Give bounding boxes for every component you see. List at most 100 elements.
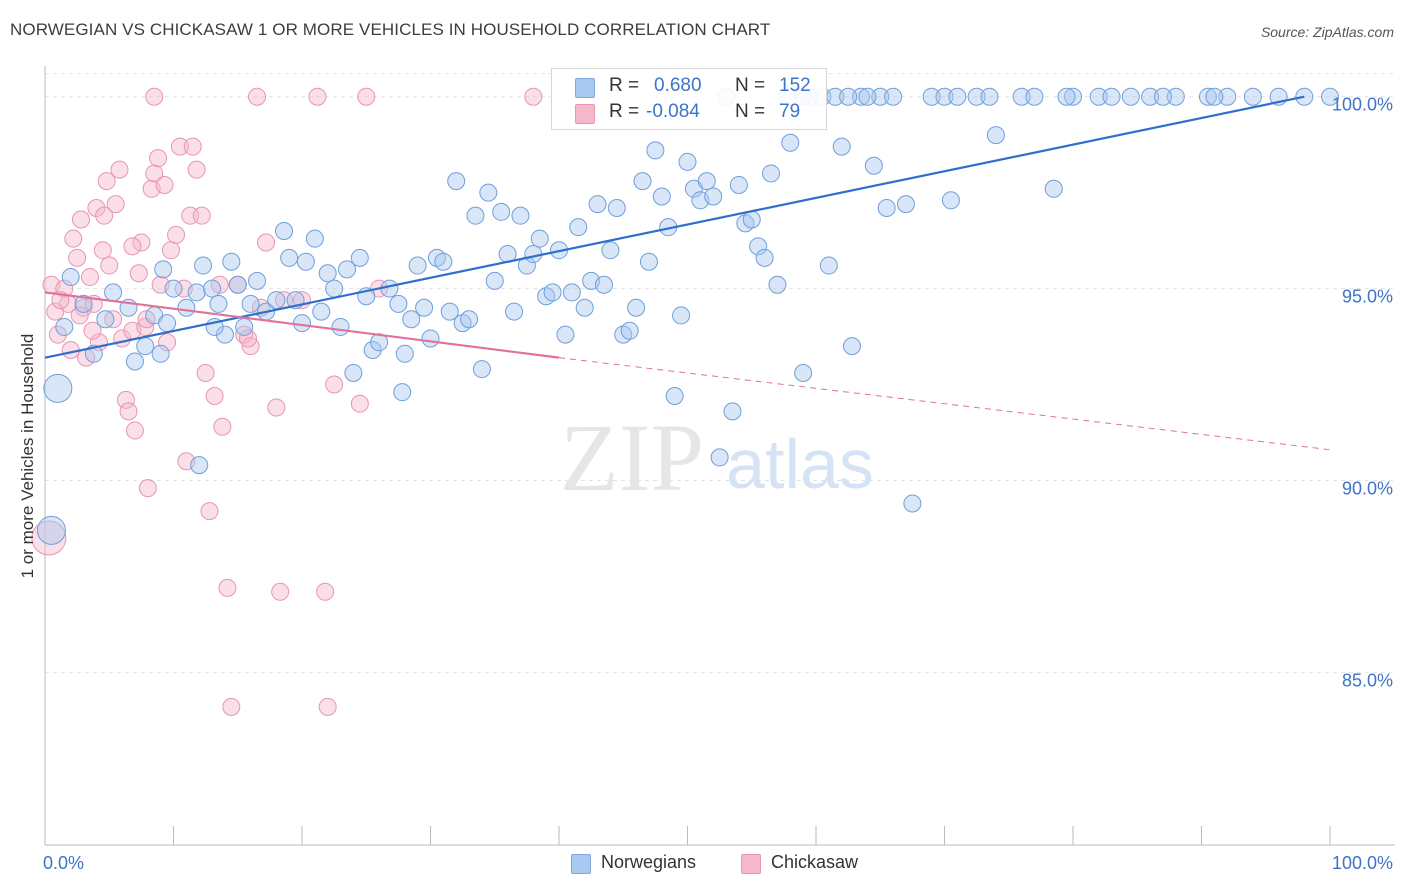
point-norwegians <box>312 302 331 321</box>
point-norwegians <box>267 291 286 310</box>
point-norwegians <box>222 252 241 271</box>
point-chickasaw <box>132 233 151 252</box>
point-norwegians <box>871 87 890 106</box>
point-norwegians <box>594 275 613 294</box>
point-norwegians <box>74 294 93 313</box>
point-norwegians <box>762 164 781 183</box>
point-chickasaw <box>325 375 344 394</box>
point-norwegians <box>903 494 922 513</box>
point-norwegians <box>472 360 491 379</box>
point-norwegians <box>505 302 524 321</box>
point-norwegians <box>511 206 530 225</box>
point-chickasaw <box>200 502 219 521</box>
point-norwegians <box>884 87 903 106</box>
point-norwegians <box>84 344 103 363</box>
point-norwegians <box>402 310 421 329</box>
trend-line-chickasaw <box>44 291 560 359</box>
point-chickasaw <box>350 394 369 413</box>
point-norwegians <box>1089 87 1108 106</box>
point-norwegians <box>1121 87 1140 106</box>
legend: Norwegians Chickasaw <box>0 852 1406 878</box>
r-label: R = <box>609 75 640 96</box>
point-norwegians <box>466 206 485 225</box>
point-norwegians <box>158 314 177 333</box>
point-chickasaw <box>316 582 335 601</box>
point-norwegians <box>235 317 254 336</box>
point-chickasaw <box>318 697 337 716</box>
source-label: Source: ZipAtlas.com <box>1260 24 1394 40</box>
legend-label: Norwegians <box>601 852 697 872</box>
point-chickasaw <box>110 160 129 179</box>
point-norwegians <box>588 195 607 214</box>
point-norwegians <box>447 172 466 191</box>
point-norwegians <box>1057 87 1076 106</box>
point-chickasaw <box>161 241 180 260</box>
point-chickasaw <box>104 310 123 329</box>
point-norwegians <box>154 260 173 279</box>
point-norwegians <box>187 283 206 302</box>
point-norwegians <box>530 229 549 248</box>
point-norwegians <box>434 252 453 271</box>
legend-swatch-chickasaw <box>741 854 761 874</box>
point-norwegians <box>646 141 665 160</box>
y-axis-label: 1 or more Vehicles in Household <box>18 334 37 579</box>
point-norwegians <box>363 340 382 359</box>
point-norwegians <box>190 456 209 475</box>
point-norwegians <box>1141 87 1160 106</box>
point-norwegians <box>607 198 626 217</box>
n-label: N = <box>735 101 766 122</box>
point-chickasaw <box>145 87 164 106</box>
point-norwegians <box>1153 87 1172 106</box>
y-tick-label: 85.0% <box>1342 670 1393 690</box>
x-tick-label: 100.0% <box>1332 853 1393 873</box>
point-chickasaw <box>192 206 211 225</box>
point-norwegians <box>723 402 742 421</box>
series-chickasaw <box>31 87 543 716</box>
point-norwegians <box>421 329 440 348</box>
point-norwegians <box>43 373 73 403</box>
point-norwegians <box>1218 87 1237 106</box>
point-norwegians <box>408 256 427 275</box>
point-norwegians <box>151 344 170 363</box>
point-chickasaw <box>167 225 186 244</box>
point-chickasaw <box>83 321 102 340</box>
point-chickasaw <box>524 87 543 106</box>
point-norwegians <box>395 344 414 363</box>
point-norwegians <box>1321 87 1339 106</box>
point-chickasaw <box>138 479 157 498</box>
point-chickasaw <box>68 248 87 267</box>
series-norwegians <box>36 87 1339 545</box>
point-norwegians <box>749 237 768 256</box>
point-norwegians <box>562 283 581 302</box>
point-norwegians <box>710 448 729 467</box>
point-norwegians <box>36 515 66 545</box>
point-norwegians <box>575 298 594 317</box>
point-chickasaw <box>100 256 119 275</box>
point-chickasaw <box>97 172 116 191</box>
point-norwegians <box>479 183 498 202</box>
point-norwegians <box>318 264 337 283</box>
point-chickasaw <box>71 210 90 229</box>
point-norwegians <box>228 275 247 294</box>
point-norwegians <box>967 87 986 106</box>
point-norwegians <box>1243 87 1262 106</box>
point-norwegians <box>935 87 954 106</box>
point-chickasaw <box>64 229 83 248</box>
stats-row-norwegians: R = 0.680 N = 152 <box>552 75 826 101</box>
point-norwegians <box>556 325 575 344</box>
legend-swatch-norwegians <box>571 854 591 874</box>
point-norwegians <box>941 191 960 210</box>
point-chickasaw <box>239 329 258 348</box>
y-tick-label: 90.0% <box>1342 478 1393 498</box>
point-chickasaw <box>119 402 138 421</box>
point-chickasaw <box>55 279 74 298</box>
point-norwegians <box>768 275 787 294</box>
point-norwegians <box>215 325 234 344</box>
point-chickasaw <box>267 398 286 417</box>
point-chickasaw <box>222 697 241 716</box>
point-norwegians <box>1166 87 1185 106</box>
point-norwegians <box>1044 179 1063 198</box>
point-norwegians <box>460 310 479 329</box>
point-norwegians <box>601 241 620 260</box>
point-norwegians <box>922 87 941 106</box>
